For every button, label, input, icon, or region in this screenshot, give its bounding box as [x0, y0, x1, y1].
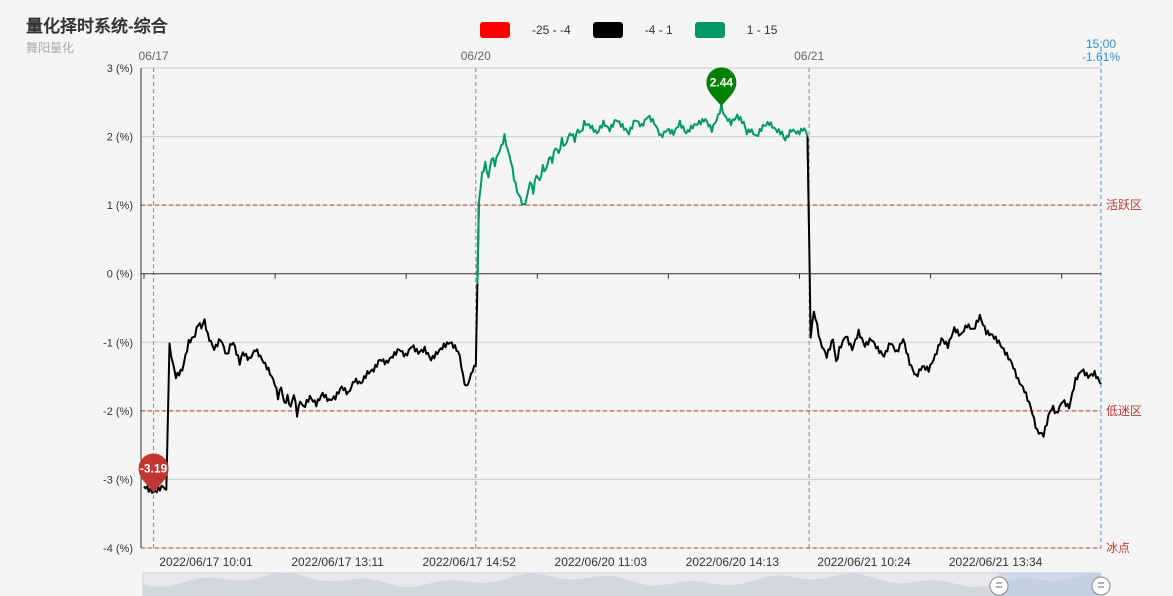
x-tick-label: 2022/06/20 14:13	[686, 555, 780, 569]
x-tick-label: 2022/06/17 13:11	[291, 555, 384, 569]
series-line	[143, 201, 480, 494]
min-marker: -3.19	[138, 453, 169, 493]
legend: -25 - -4 -4 - 1 1 - 15	[480, 20, 799, 40]
x-tick-label: 2022/06/21 13:34	[949, 555, 1043, 569]
crosshair-time: 15:00	[1086, 37, 1116, 51]
zone-label: 低迷区	[1106, 404, 1142, 418]
chart-subtitle: 舞阳量化	[26, 41, 75, 55]
x-tick-label: 2022/06/20 11:03	[555, 555, 648, 569]
zone-label: 冰点	[1106, 541, 1130, 555]
legend-label-black: -4 - 1	[644, 23, 673, 37]
legend-item-green[interactable]: 1 - 15	[694, 22, 778, 38]
legend-label-green: 1 - 15	[746, 23, 778, 37]
zoom-handle-right[interactable]	[1091, 576, 1111, 596]
zoom-slider-selection	[999, 573, 1101, 596]
y-tick-label: 0 (%)	[107, 269, 133, 281]
date-marker-label: 06/17	[139, 49, 169, 63]
legend-swatch-green	[694, 22, 725, 38]
date-marker-label: 06/20	[461, 49, 491, 63]
zone-label: 活跃区	[1106, 198, 1142, 212]
chart-title: 量化择时系统-综合	[26, 17, 168, 36]
min-marker-pin	[138, 453, 169, 493]
zoom-handle-icon	[1091, 576, 1111, 596]
y-tick-label: -1 (%)	[103, 337, 133, 349]
max-marker-pin	[706, 67, 737, 107]
legend-swatch-black	[592, 22, 623, 38]
max-marker-label: 2.44	[710, 75, 734, 89]
min-marker-label: -3.19	[140, 461, 168, 475]
x-tick-label: 2022/06/21 10:24	[817, 555, 911, 569]
series-line	[476, 103, 811, 285]
y-tick-label: 1 (%)	[107, 200, 133, 212]
y-tick-label: 3 (%)	[107, 63, 133, 75]
crosshair-value: -1.61%	[1082, 50, 1120, 64]
max-marker: 2.44	[706, 67, 737, 107]
legend-swatch-red	[480, 22, 510, 38]
legend-item-red[interactable]: -25 - -4	[480, 22, 571, 38]
zoom-handle-icon	[989, 576, 1009, 596]
y-tick-label: -3 (%)	[103, 474, 133, 486]
zoom-handle-left[interactable]	[989, 576, 1009, 596]
y-tick-label: -4 (%)	[103, 543, 133, 555]
legend-item-black[interactable]: -4 - 1	[592, 22, 673, 38]
date-marker-label: 06/21	[794, 49, 824, 63]
y-tick-label: -2 (%)	[103, 406, 133, 418]
x-tick-label: 2022/06/17 14:52	[422, 555, 516, 569]
series-line	[806, 136, 1102, 438]
legend-label-red: -25 - -4	[532, 23, 571, 37]
x-tick-label: 2022/06/17 10:01	[159, 555, 253, 569]
zoom-slider-preview	[143, 573, 1101, 596]
y-tick-label: 2 (%)	[107, 132, 133, 144]
